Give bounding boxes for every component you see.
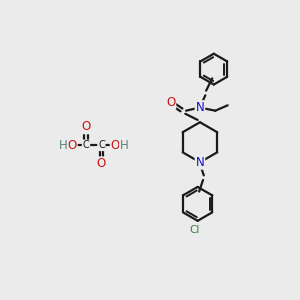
Text: C: C <box>98 140 105 150</box>
Text: H: H <box>120 139 129 152</box>
Text: Cl: Cl <box>189 225 200 235</box>
Text: N: N <box>196 156 204 169</box>
Text: C: C <box>82 140 89 150</box>
Text: N: N <box>196 101 204 114</box>
Text: O: O <box>81 120 91 134</box>
Text: O: O <box>166 96 175 109</box>
Text: H: H <box>58 139 67 152</box>
Text: O: O <box>68 139 77 152</box>
Text: O: O <box>97 157 106 170</box>
Text: O: O <box>111 139 120 152</box>
